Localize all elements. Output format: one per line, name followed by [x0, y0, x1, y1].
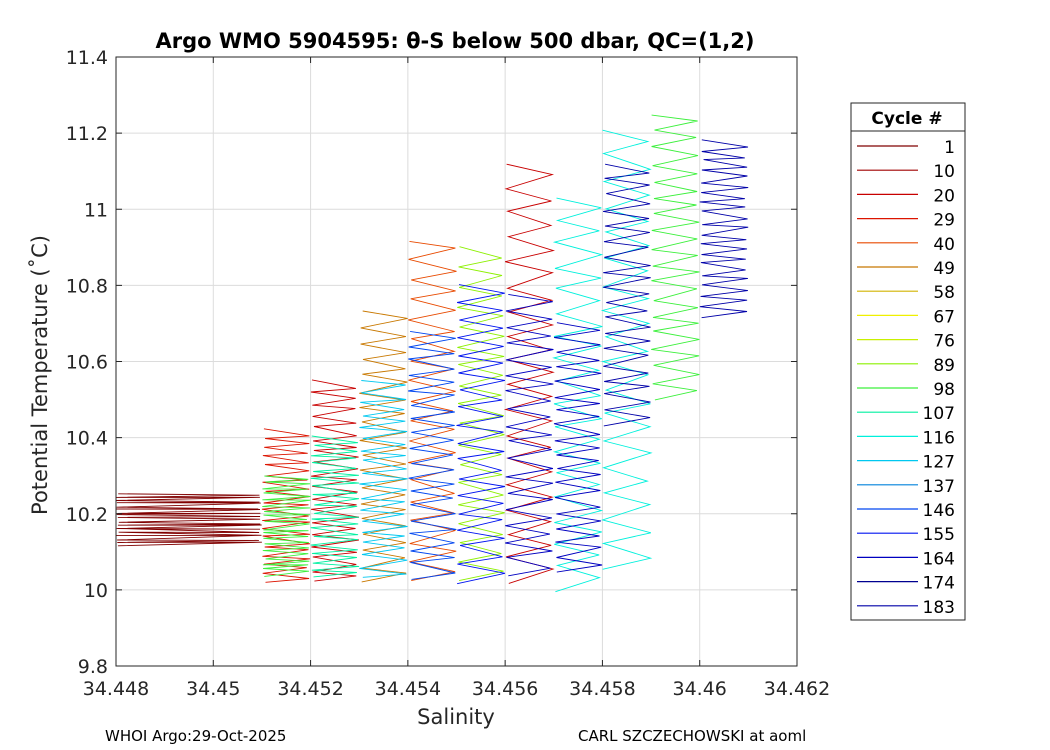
x-tick-label: 34.456	[472, 678, 538, 700]
legend-label: 164	[923, 549, 955, 569]
data-series	[600, 129, 653, 570]
series-line	[310, 379, 360, 582]
series-line	[553, 322, 603, 573]
series-line	[457, 246, 505, 582]
legend-entries: 1 10 20 29 40 49 58 67 76 89 98 107 116 127 137 146 155 1…	[857, 138, 955, 618]
axis-ticks: 34.448 34.45 34.452 34.454 34.456 34.458 34.46…	[66, 47, 831, 700]
series-line	[603, 163, 651, 427]
legend-title: Cycle #	[871, 109, 942, 129]
data-series	[115, 493, 262, 547]
y-tick-label: 11.2	[66, 123, 108, 145]
data-series	[262, 475, 311, 577]
x-axis-label: Salinity	[417, 705, 495, 729]
legend-label: 107	[923, 404, 955, 424]
legend: Cycle # 1 10 20 29 40 49 58 67 76 89 98 107 116 127 13…	[850, 102, 966, 621]
legend-box	[850, 102, 966, 621]
legend-label: 127	[923, 453, 955, 473]
data-series	[505, 293, 554, 577]
y-tick-label: 9.8	[78, 656, 108, 678]
y-tick-label: 11	[84, 199, 108, 221]
legend-label: 67	[933, 307, 955, 327]
y-tick-label: 10.8	[66, 275, 108, 297]
legend-label: 183	[923, 598, 955, 618]
legend-label: 29	[933, 211, 955, 231]
data-series	[408, 330, 457, 580]
data-series	[553, 322, 603, 573]
footer-right: CARL SZCZECHOWSKI at aoml	[578, 727, 806, 745]
data-series	[359, 380, 408, 578]
series-line	[310, 435, 360, 578]
data-series	[359, 310, 408, 583]
data-series	[699, 139, 749, 319]
footer-left: WHOI Argo:29-Oct-2025	[105, 727, 286, 745]
legend-label: 89	[933, 356, 955, 376]
y-tick-label: 10.6	[66, 352, 108, 374]
legend-label: 1	[944, 138, 955, 158]
legend-label: 146	[923, 501, 955, 521]
legend-label: 20	[933, 186, 955, 206]
x-tick-label: 34.45	[186, 678, 240, 700]
x-tick-label: 34.454	[375, 678, 441, 700]
series-line	[600, 129, 653, 570]
series-line	[699, 139, 749, 319]
legend-label: 174	[923, 574, 955, 594]
x-tick-label: 34.448	[83, 678, 149, 700]
series-line	[552, 197, 604, 593]
data-series-group	[115, 114, 749, 593]
legend-label: 49	[933, 259, 955, 279]
data-series	[651, 114, 700, 401]
data-series	[310, 435, 360, 578]
legend-label: 76	[933, 332, 955, 352]
x-tick-label: 34.452	[277, 678, 343, 700]
legend-label: 58	[933, 283, 955, 303]
series-line	[505, 293, 554, 577]
data-series	[603, 163, 651, 427]
data-series	[552, 197, 604, 593]
data-series	[310, 379, 360, 582]
data-series	[457, 246, 505, 582]
legend-label: 40	[933, 235, 955, 255]
series-line	[503, 163, 556, 584]
series-line	[651, 114, 700, 401]
legend-label: 10	[933, 162, 955, 182]
y-tick-label: 10.2	[66, 504, 108, 526]
y-axis-label: Potential Temperature (˚C)	[28, 235, 52, 515]
series-line	[359, 380, 408, 578]
legend-label: 116	[923, 428, 955, 448]
legend-label: 137	[923, 477, 955, 497]
series-line	[115, 493, 262, 547]
series-line	[262, 475, 311, 577]
x-tick-label: 34.458	[569, 678, 635, 700]
data-series	[456, 284, 506, 585]
chart-title: Argo WMO 5904595: θ-S below 500 dbar, QC…	[156, 29, 755, 53]
series-line	[456, 284, 506, 585]
x-tick-label: 34.46	[673, 678, 727, 700]
series-line	[408, 330, 457, 580]
data-series	[503, 163, 556, 584]
y-tick-label: 10.4	[66, 428, 108, 450]
y-tick-label: 11.4	[66, 47, 108, 69]
y-tick-label: 10	[84, 580, 108, 602]
legend-label: 155	[923, 525, 955, 545]
x-tick-label: 34.462	[764, 678, 830, 700]
series-line	[359, 310, 408, 583]
legend-label: 98	[933, 380, 955, 400]
